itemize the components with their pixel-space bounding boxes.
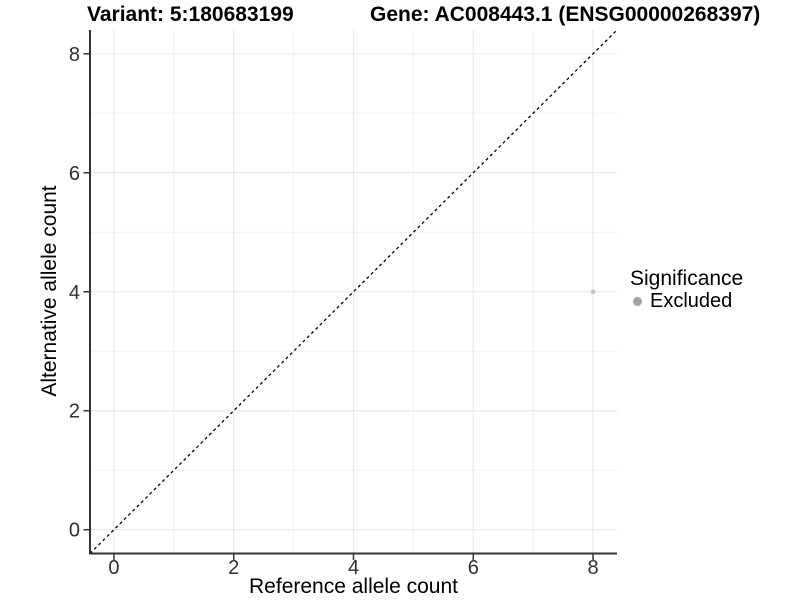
x-tick-label: 4 — [348, 557, 359, 579]
legend-item-label: Excluded — [650, 289, 733, 312]
y-tick-label: 8 — [69, 44, 80, 66]
y-tick-label: 2 — [69, 401, 80, 423]
x-axis-title: Reference allele count — [249, 575, 458, 598]
excluded-point-icon — [633, 296, 642, 306]
legend-title: Significance — [630, 267, 744, 290]
y-axis-title: Alternative allele count — [38, 185, 61, 397]
data-point — [590, 289, 596, 295]
legend-item-excluded: Excluded — [630, 290, 743, 312]
x-tick-label: 6 — [468, 557, 479, 579]
x-tick-label: 2 — [228, 557, 239, 579]
gene-title: Gene: AC008443.1 (ENSG00000268397) — [370, 3, 761, 26]
x-tick-label: 0 — [108, 557, 119, 579]
identity-line — [89, 29, 618, 554]
y-tick-label: 4 — [69, 282, 80, 304]
y-tick-label: 6 — [69, 163, 80, 185]
y-tick-label: 0 — [69, 520, 80, 542]
x-tick-label: 8 — [587, 557, 598, 579]
legend: Significance Excluded — [630, 267, 743, 312]
variant-title: Variant: 5:180683199 — [87, 3, 294, 26]
